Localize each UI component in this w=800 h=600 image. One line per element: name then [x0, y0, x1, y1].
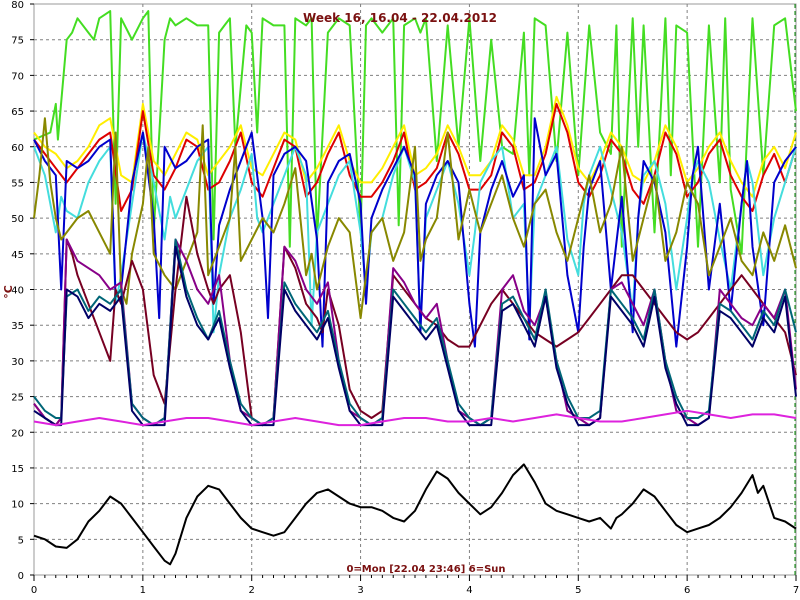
y-tick-label: 75 [11, 36, 24, 47]
y-tick-label: 0 [18, 571, 24, 582]
y-tick-label: 70 [11, 71, 24, 82]
y-tick-label: 55 [11, 178, 24, 189]
x-tick-label: 1 [140, 585, 146, 596]
y-tick-label: 5 [18, 535, 24, 546]
series-line-11 [33, 409, 797, 427]
x-tick-label: 2 [249, 585, 255, 596]
y-axis-label: °C [2, 285, 15, 299]
y-tick-label: 10 [11, 500, 24, 511]
y-tick-label: 25 [11, 393, 24, 404]
y-tick-label: 65 [11, 107, 24, 118]
y-tick-label: 50 [11, 214, 24, 225]
y-tick-label: 35 [11, 321, 24, 332]
y-tick-label: 30 [11, 357, 24, 368]
y-tick-label: 80 [11, 0, 24, 11]
series-lines [33, 10, 797, 566]
series-line-6 [33, 117, 797, 320]
y-tick-label: 45 [11, 250, 24, 261]
chart-footer: 0=Mon [22.04 23:46] 6=Sun [346, 564, 505, 575]
x-tick-label: 0 [31, 585, 37, 596]
x-tick-label: 5 [575, 585, 581, 596]
series-line-10 [33, 245, 797, 427]
series-line-1 [33, 10, 797, 255]
chart-title: Week 16, 16.04 - 22.04.2012 [303, 11, 497, 25]
y-tick-label: 40 [11, 286, 24, 297]
y-tick-label: 15 [11, 464, 24, 475]
y-tick-label: 20 [11, 428, 24, 439]
series-line-5 [33, 117, 797, 348]
x-tick-label: 4 [466, 585, 472, 596]
x-tick-label: 7 [793, 585, 799, 596]
y-tick-label: 60 [11, 143, 24, 154]
x-tick-label: 3 [357, 585, 363, 596]
x-tick-label: 6 [684, 585, 690, 596]
series-line-12 [33, 463, 797, 566]
